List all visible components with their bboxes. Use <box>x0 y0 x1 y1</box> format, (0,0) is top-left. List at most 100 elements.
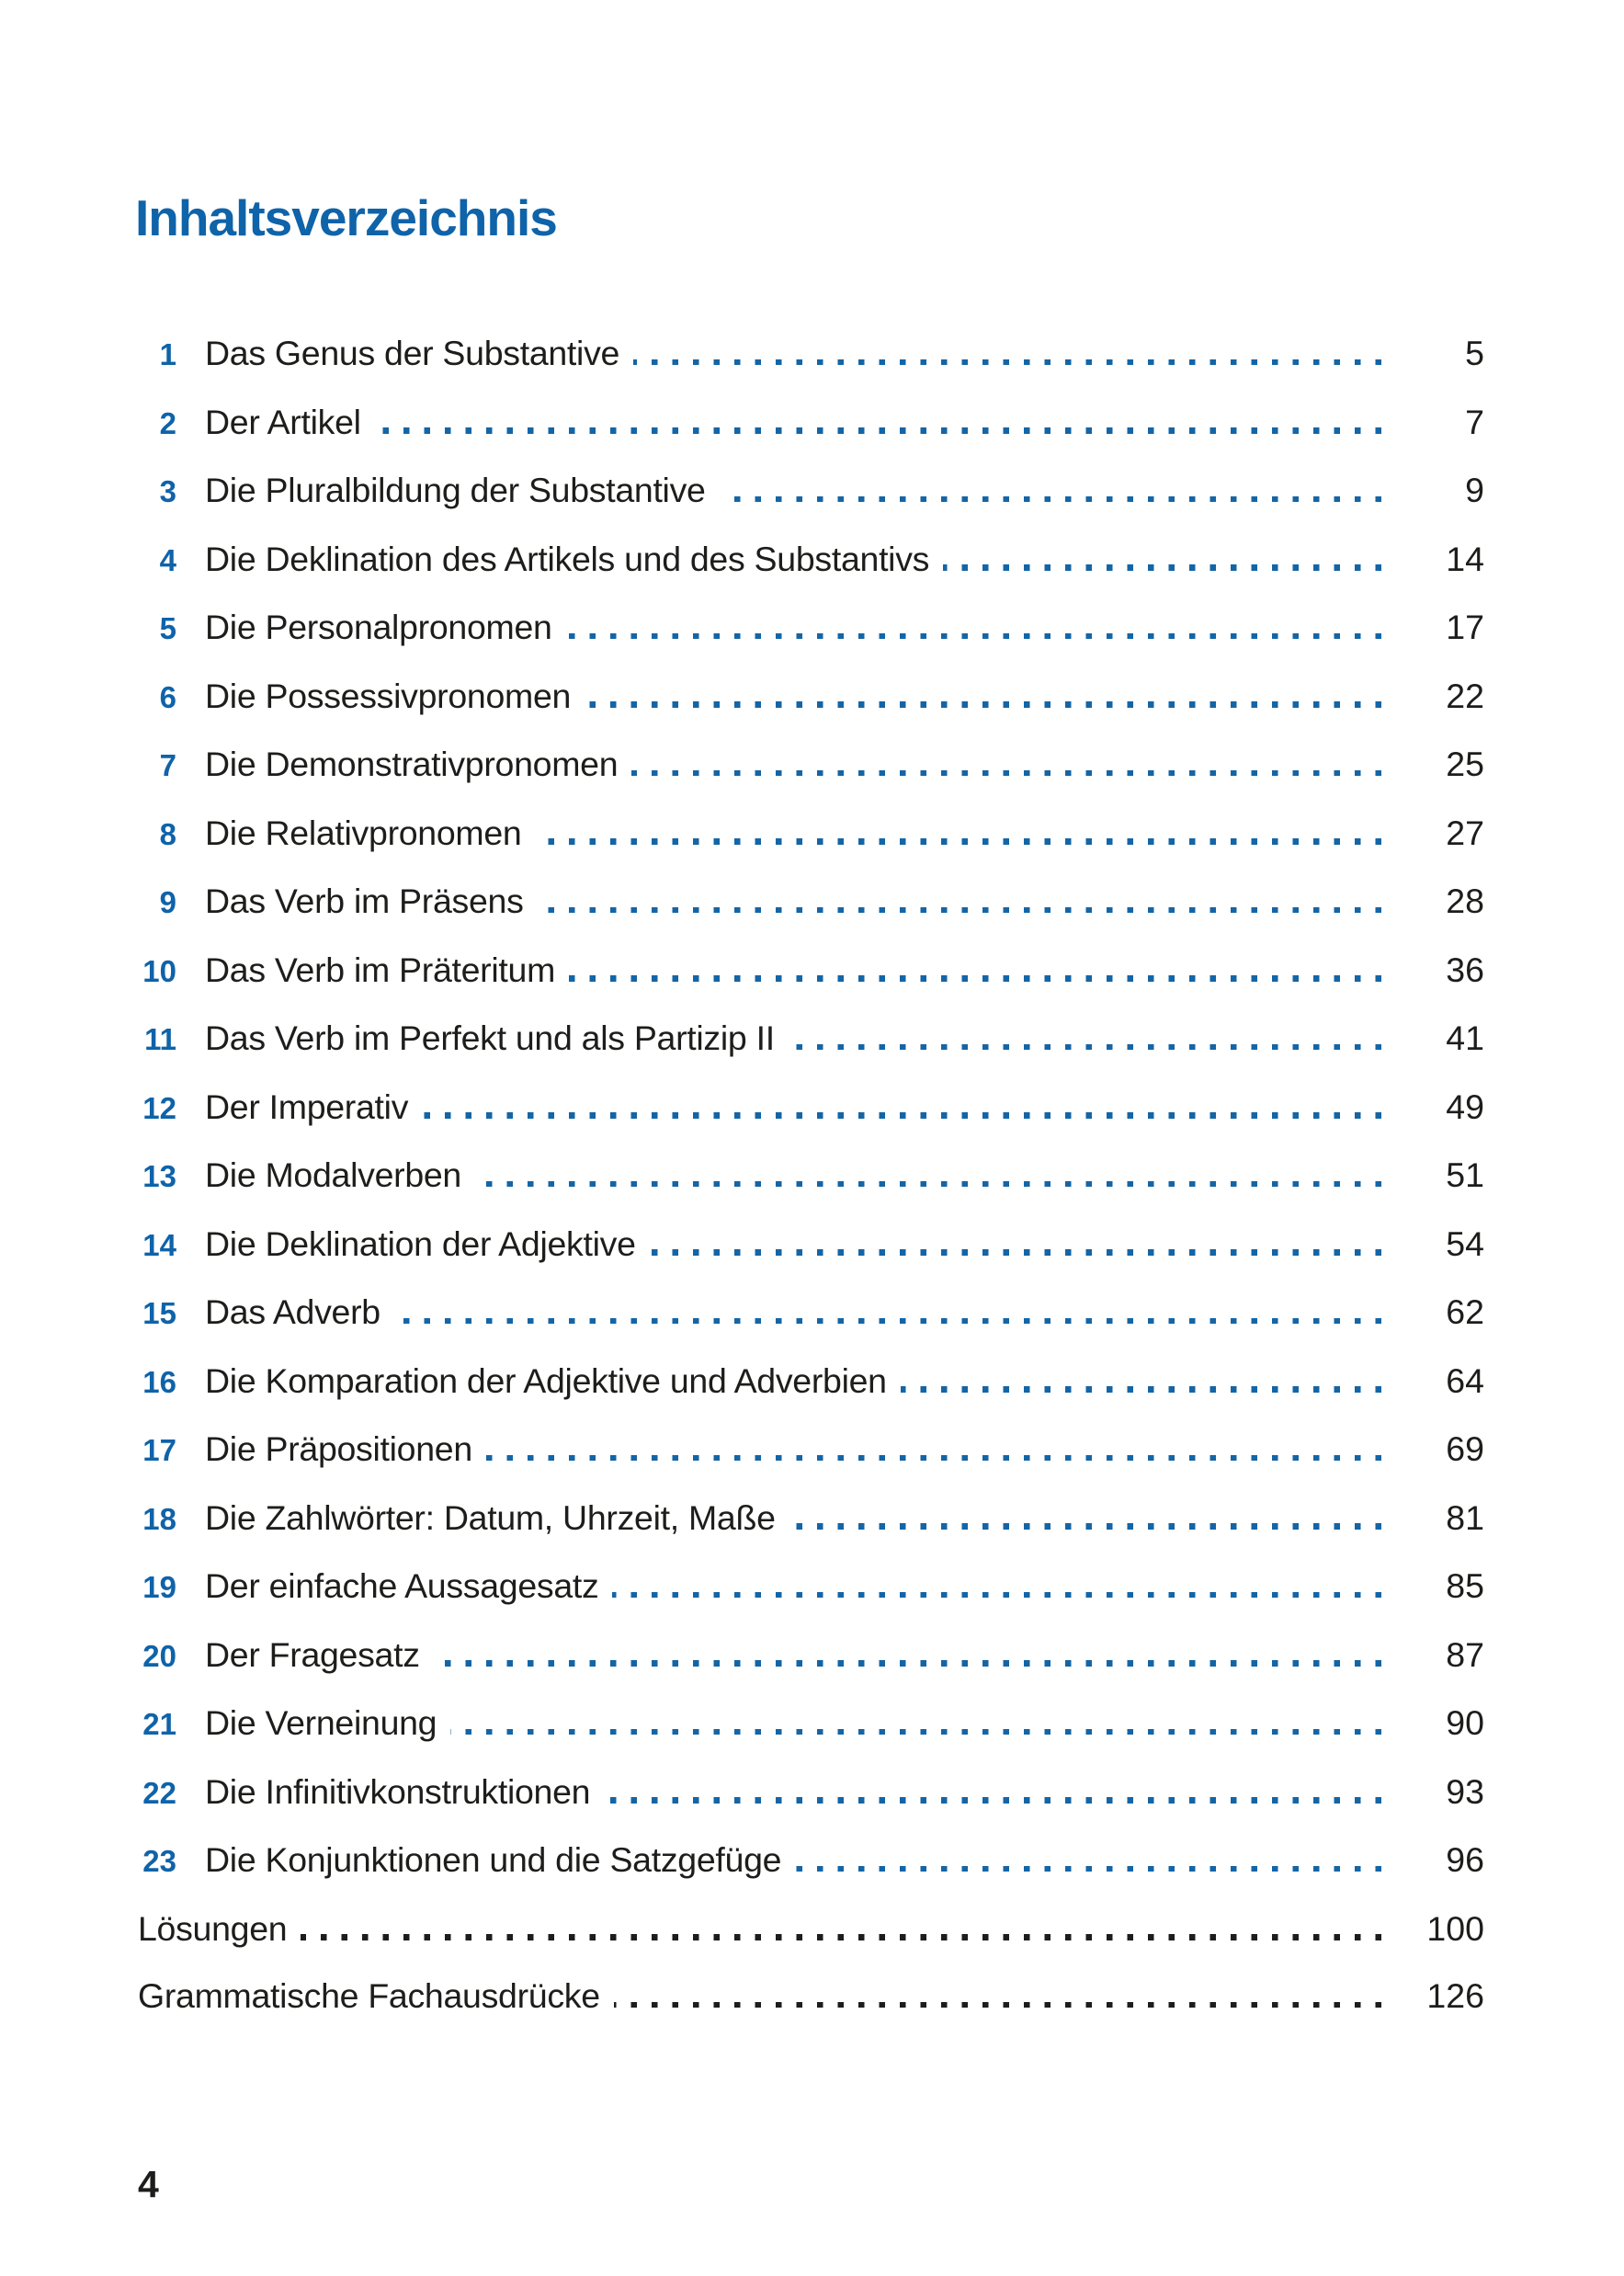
toc-entry-page: 62 <box>1446 1292 1484 1331</box>
toc-entry: 7 Die Demonstrativpronomen 25 <box>138 745 1484 785</box>
toc-entry-page: 126 <box>1426 1976 1484 2015</box>
toc-entry-page: 85 <box>1446 1566 1484 1605</box>
dotted-leader <box>422 1112 1381 1119</box>
toc-entry-number: 21 <box>142 1707 176 1741</box>
toc-entry: 23 Die Konjunktionen und die Satzgefüge … <box>138 1840 1484 1881</box>
toc-entry-page: 100 <box>1426 1908 1484 1948</box>
toc-entry-number: 16 <box>142 1364 176 1399</box>
toc-entry-title: Die Modalverben <box>205 1155 461 1194</box>
toc-entry-title: Die Relativpronomen <box>205 813 522 852</box>
toc-entry: 20 Der Fragesatz 87 <box>138 1635 1484 1676</box>
page-footer-number: 4 <box>138 2163 159 2205</box>
toc-entry-title: Die Präpositionen <box>205 1429 472 1468</box>
toc-entry-number: 14 <box>142 1227 176 1262</box>
toc-entry-number: 23 <box>142 1844 176 1878</box>
toc-entry-number: 12 <box>142 1090 176 1125</box>
toc-entry-title: Die Deklination des Artikels und des Sub… <box>205 539 930 578</box>
dotted-leader <box>788 1043 1381 1050</box>
toc-entry: 18 Die Zahlwörter: Datum, Uhrzeit, Maße … <box>138 1498 1484 1539</box>
toc-entry-title: Grammatische Fachausdrücke <box>138 1976 600 2015</box>
dotted-leader <box>943 564 1381 571</box>
toc-entry-number: 7 <box>159 748 176 782</box>
toc-entry-title: Die Zahlwörter: Datum, Uhrzeit, Maße <box>205 1497 776 1537</box>
toc-entry-title: Die Konjunktionen und die Satzgefüge <box>205 1840 782 1879</box>
toc-entry-page: 93 <box>1446 1771 1484 1811</box>
toc-entry-number: 11 <box>144 1022 176 1056</box>
dotted-leader <box>789 1523 1381 1530</box>
dotted-leader <box>565 632 1381 639</box>
toc-entry-number: 20 <box>142 1638 176 1673</box>
page-title: Inhaltsverzeichnis <box>135 189 558 246</box>
toc-entry-number: 18 <box>142 1501 176 1536</box>
toc-entry: 19 Der einfache Aussagesatz 85 <box>138 1566 1484 1607</box>
dotted-leader <box>485 1454 1381 1461</box>
toc-entry-page: 87 <box>1446 1634 1484 1674</box>
toc-entry-page: 51 <box>1446 1155 1484 1194</box>
dotted-leader <box>537 906 1381 913</box>
toc-entry-page: 90 <box>1446 1703 1484 1742</box>
toc-entry-number: 17 <box>142 1433 176 1467</box>
toc-entry: 8 Die Relativpronomen 27 <box>138 814 1484 854</box>
dotted-leader <box>450 1728 1381 1735</box>
toc-entry-grammatische-fachausdruecke: Grammatische Fachausdrücke 126 <box>138 1976 1484 2016</box>
toc-entry-page: 7 <box>1465 402 1484 441</box>
toc-entry-page: 27 <box>1446 813 1484 852</box>
toc-entry: 15 Das Adverb 62 <box>138 1292 1484 1333</box>
toc-entry: 9 Das Verb im Präsens 28 <box>138 882 1484 922</box>
toc-entry-number: 19 <box>142 1570 176 1604</box>
toc-entry-title: Die Infinitivkonstruktionen <box>205 1771 591 1811</box>
dotted-leader <box>633 358 1381 365</box>
toc-entry-page: 9 <box>1465 471 1484 509</box>
dotted-leader <box>301 1934 1381 1940</box>
dotted-leader <box>569 975 1381 982</box>
toc-entry-page: 54 <box>1446 1223 1484 1263</box>
toc-entry-title: Der einfache Aussagesatz <box>205 1566 599 1605</box>
dotted-leader <box>612 1591 1381 1598</box>
toc-entry: 3 Die Pluralbildung der Substantive 9 <box>138 471 1484 511</box>
toc-entry-title: Die Verneinung <box>205 1703 437 1742</box>
toc-entry-number: 4 <box>159 542 176 577</box>
toc-entry-page: 64 <box>1446 1360 1484 1400</box>
toc-entry-page: 22 <box>1446 676 1484 715</box>
toc-entry: 13 Die Modalverben 51 <box>138 1155 1484 1196</box>
toc-entry-title: Die Pluralbildung der Substantive <box>205 471 706 509</box>
toc-entry-title: Das Verb im Perfekt und als Partizip II <box>205 1019 775 1057</box>
toc-entry-page: 41 <box>1446 1019 1484 1057</box>
toc-entry: 22 Die Infinitivkonstruktionen 93 <box>138 1772 1484 1813</box>
dotted-leader <box>585 701 1381 708</box>
toc-entry-page: 96 <box>1446 1840 1484 1879</box>
table-of-contents: 1 Das Genus der Substantive 5 2 Der Arti… <box>138 334 1484 2016</box>
toc-entry-number: 10 <box>142 953 176 988</box>
toc-entry: 12 Der Imperativ 49 <box>138 1087 1484 1128</box>
dotted-leader <box>631 769 1381 776</box>
toc-entry: 6 Die Possessivpronomen 22 <box>138 677 1484 717</box>
toc-entry-page: 5 <box>1465 334 1484 372</box>
toc-entry: 21 Die Verneinung 90 <box>138 1703 1484 1744</box>
toc-entry-number: 5 <box>159 611 176 645</box>
toc-entry-number: 13 <box>142 1159 176 1193</box>
dotted-leader <box>393 1317 1381 1324</box>
dotted-leader <box>649 1249 1381 1256</box>
toc-entry-number: 22 <box>142 1775 176 1810</box>
toc-entry-title: Die Personalpronomen <box>205 608 552 646</box>
toc-entry-title: Das Adverb <box>205 1292 380 1331</box>
toc-entry-number: 15 <box>142 1296 176 1330</box>
toc-entry-page: 17 <box>1446 608 1484 646</box>
toc-entry-title: Der Fragesatz <box>205 1634 420 1674</box>
toc-entry-number: 2 <box>159 405 176 440</box>
toc-entry-page: 81 <box>1446 1497 1484 1537</box>
dotted-leader <box>795 1865 1381 1872</box>
toc-entry-page: 28 <box>1446 882 1484 920</box>
toc-entry-page: 36 <box>1446 950 1484 989</box>
toc-entry-number: 8 <box>159 816 176 851</box>
toc-entry-title: Die Deklination der Adjektive <box>205 1223 636 1263</box>
toc-entry-title: Der Artikel <box>205 402 361 441</box>
toc-entry-number: 3 <box>159 474 176 508</box>
toc-entry-page: 49 <box>1446 1087 1484 1126</box>
dotted-leader <box>374 427 1381 434</box>
dotted-leader <box>900 1386 1381 1393</box>
toc-entry-title: Das Verb im Präsens <box>205 882 524 920</box>
dotted-leader <box>535 838 1381 845</box>
dotted-leader <box>604 1797 1381 1804</box>
toc-entry-title: Der Imperativ <box>205 1087 409 1126</box>
